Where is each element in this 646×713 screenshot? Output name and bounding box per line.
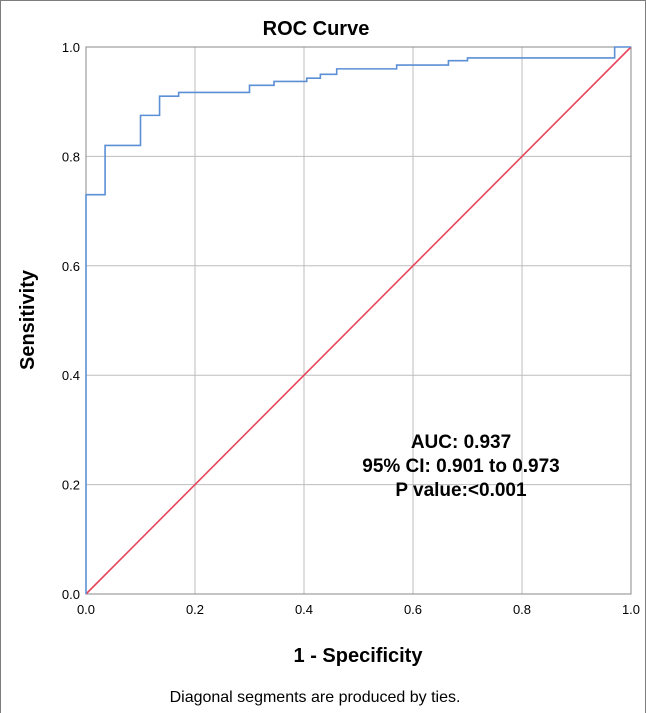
x-tick-label: 0.2: [186, 602, 204, 617]
tick-labels: 0.0 0.2 0.4 0.6 0.8 1.0 0.0 0.2 0.4 0.6 0.8 1.0: [62, 40, 640, 617]
y-tick-label: 0.0: [62, 587, 80, 602]
x-tick-label: 0.6: [404, 602, 422, 617]
series-layer: [85, 46, 632, 595]
footnote: Diagonal segments are produced by ties.: [170, 689, 461, 706]
auc-annotation: AUC: 0.937: [411, 432, 511, 453]
p-value-annotation: P value:<0.001: [395, 480, 527, 501]
roc-curve-line: [85, 46, 631, 594]
ci-annotation: 95% CI: 0.901 to 0.973: [362, 456, 560, 477]
y-tick-label: 0.4: [62, 368, 80, 383]
x-tick-label: 0.4: [295, 602, 313, 617]
y-tick-label: 0.6: [62, 259, 80, 274]
grid: [86, 47, 631, 594]
reference-diagonal-line: [85, 46, 632, 595]
x-tick-label: 0.8: [513, 602, 531, 617]
y-tick-label: 0.2: [62, 478, 80, 493]
x-tick-label: 1.0: [622, 602, 640, 617]
y-tick-label: 0.8: [62, 149, 80, 164]
y-axis-label: Sensitivity: [17, 269, 39, 370]
x-axis-label: 1 - Specificity: [294, 645, 424, 667]
y-tick-label: 1.0: [62, 40, 80, 55]
chart-title: ROC Curve: [263, 18, 370, 40]
x-tick-label: 0.0: [77, 602, 95, 617]
